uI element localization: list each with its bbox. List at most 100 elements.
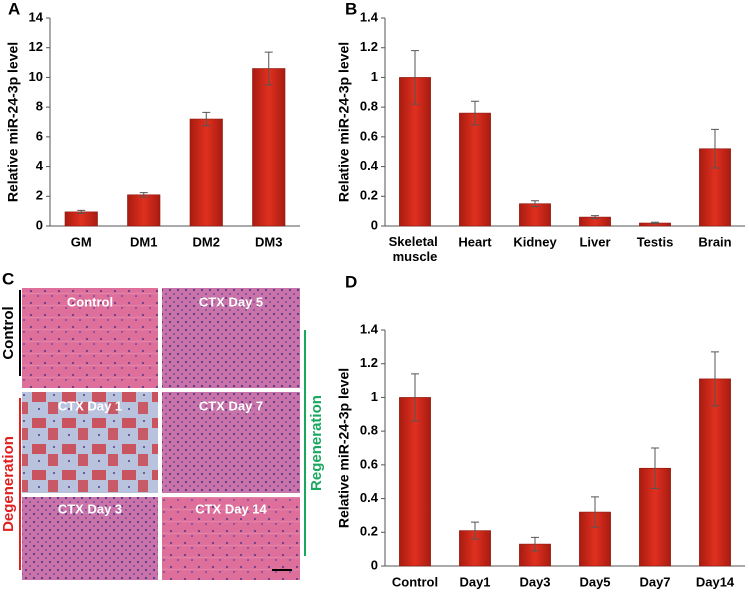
image-label: Control xyxy=(67,294,113,309)
image-label: CTX Day 5 xyxy=(199,294,263,309)
error-bar-line xyxy=(264,51,273,86)
y-tick-label: 1.4 xyxy=(360,9,379,24)
panel-label: C xyxy=(2,269,14,288)
error-bar xyxy=(264,51,273,86)
y-tick-label: 1.4 xyxy=(360,321,379,336)
y-tick-label: 0.6 xyxy=(360,456,378,471)
y-tick-label: 12 xyxy=(29,39,43,54)
error-bar xyxy=(411,50,419,105)
y-axis-label: Relative miR-24-3p level xyxy=(336,368,352,528)
error-bar-line xyxy=(711,351,719,407)
y-tick-label: 2 xyxy=(36,188,43,203)
x-tick-label: DM2 xyxy=(193,234,220,249)
error-bar xyxy=(711,128,719,169)
histology-image xyxy=(22,392,158,493)
y-tick-label: 14 xyxy=(29,9,44,24)
bar xyxy=(189,118,223,227)
y-axis-label: Relative miR-24-3p level xyxy=(336,42,352,202)
x-tick-label: Day1 xyxy=(459,574,490,589)
y-tick-label: 10 xyxy=(29,69,43,84)
x-tick-label: Liver xyxy=(579,234,610,249)
image-label: CTX Day 7 xyxy=(199,398,263,413)
x-tick-label: Heart xyxy=(458,234,492,249)
y-tick-label: 0.6 xyxy=(360,128,378,143)
histology-panel xyxy=(19,288,306,580)
histology-image xyxy=(162,288,300,388)
error-bar xyxy=(139,192,148,198)
y-tick-label: 0 xyxy=(36,217,43,232)
y-tick-label: 1 xyxy=(371,389,378,404)
x-tick-label: Day7 xyxy=(639,574,670,589)
error-bar-line xyxy=(711,128,719,169)
error-bar-line xyxy=(531,536,539,552)
error-bar xyxy=(471,100,479,126)
side-label: Degeneration xyxy=(0,436,17,532)
image-label: CTX Day 1 xyxy=(58,398,122,413)
y-tick-label: 0.4 xyxy=(360,490,379,505)
histology-image xyxy=(162,497,300,580)
panel-label: B xyxy=(345,0,357,18)
error-bar-line xyxy=(77,209,86,214)
histology-image xyxy=(22,288,158,388)
error-bar xyxy=(411,373,419,422)
y-tick-label: 0.4 xyxy=(360,158,379,173)
bar xyxy=(252,68,286,227)
error-bar-line xyxy=(411,373,419,422)
error-bar xyxy=(591,496,599,528)
error-bar-line xyxy=(471,100,479,126)
y-tick-label: 0.8 xyxy=(360,99,378,114)
x-tick-label: Brain xyxy=(698,234,731,249)
x-tick-label: Testis xyxy=(637,234,674,249)
bar xyxy=(64,211,98,227)
error-bar-line xyxy=(139,192,148,198)
histology-image xyxy=(162,392,300,493)
y-tick-label: 0.8 xyxy=(360,423,378,438)
error-bar xyxy=(531,200,539,208)
x-tick-label: Day14 xyxy=(696,574,735,589)
y-tick-label: 0 xyxy=(371,557,378,572)
y-axis-label: Relative miR-24-3p level xyxy=(5,42,21,202)
x-tick-label: Kidney xyxy=(513,234,557,249)
y-tick-label: 1.2 xyxy=(360,355,378,370)
image-label: CTX Day 3 xyxy=(58,501,122,516)
error-bar-line xyxy=(651,447,659,489)
error-bar-line xyxy=(411,50,419,105)
error-bar xyxy=(77,209,86,214)
y-tick-label: 4 xyxy=(36,158,44,173)
error-bar xyxy=(711,351,719,407)
error-bar xyxy=(651,221,659,225)
x-tick-label: Skeletal muscle xyxy=(389,234,442,264)
y-tick-label: 1.2 xyxy=(360,39,378,54)
side-label: Control xyxy=(0,306,17,359)
side-label: Regeneration xyxy=(308,395,325,491)
y-tick-label: 0 xyxy=(371,217,378,232)
error-bar-line xyxy=(651,221,659,225)
histology-image xyxy=(22,497,158,580)
error-bar xyxy=(471,521,479,540)
error-bar-line xyxy=(591,496,599,528)
y-tick-label: 1 xyxy=(371,69,378,84)
error-bar-line xyxy=(202,111,211,127)
bar xyxy=(127,194,161,227)
x-tick-label: Control xyxy=(392,574,438,589)
x-tick-label: GM xyxy=(71,234,92,249)
x-tick-label: DM1 xyxy=(130,234,157,249)
error-bar xyxy=(651,447,659,489)
error-bar xyxy=(591,215,599,220)
image-label: CTX Day 14 xyxy=(195,501,267,516)
x-tick-label: Day5 xyxy=(579,574,610,589)
bar xyxy=(699,378,731,567)
y-tick-label: 8 xyxy=(36,99,43,114)
y-tick-label: 0.2 xyxy=(360,188,378,203)
y-tick-label: 6 xyxy=(36,128,43,143)
error-bar-line xyxy=(471,521,479,540)
x-tick-label: Day3 xyxy=(519,574,550,589)
panel-label: A xyxy=(8,0,20,18)
error-bar xyxy=(202,111,211,127)
error-bar-line xyxy=(591,215,599,220)
error-bar xyxy=(531,536,539,552)
panel-label: D xyxy=(345,272,357,291)
bar xyxy=(459,112,491,227)
x-tick-label: DM3 xyxy=(255,234,282,249)
